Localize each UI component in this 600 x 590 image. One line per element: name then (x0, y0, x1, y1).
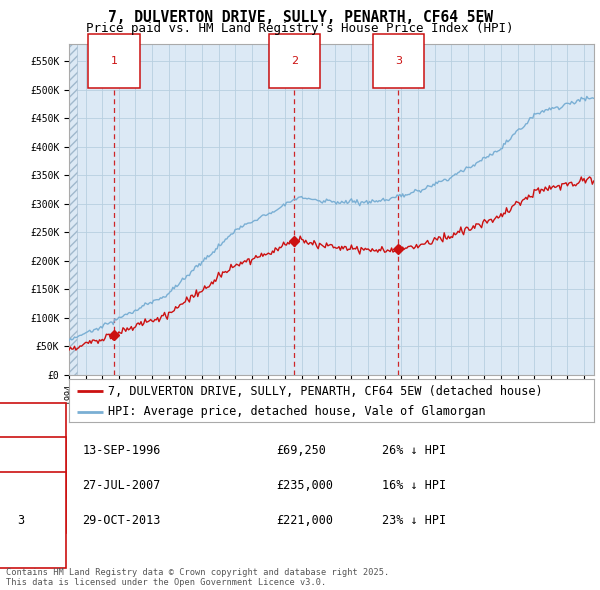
Text: 16% ↓ HPI: 16% ↓ HPI (382, 478, 446, 492)
Text: 1: 1 (110, 56, 118, 66)
Text: £221,000: £221,000 (277, 514, 334, 527)
Text: 7, DULVERTON DRIVE, SULLY, PENARTH, CF64 5EW (detached house): 7, DULVERTON DRIVE, SULLY, PENARTH, CF64… (109, 385, 543, 398)
Text: HPI: Average price, detached house, Vale of Glamorgan: HPI: Average price, detached house, Vale… (109, 405, 486, 418)
Text: 2: 2 (17, 478, 24, 492)
Text: 13-SEP-1996: 13-SEP-1996 (82, 444, 161, 457)
Text: 3: 3 (17, 514, 24, 527)
Bar (69, 44, 77, 375)
Text: 27-JUL-2007: 27-JUL-2007 (82, 478, 161, 492)
Text: £69,250: £69,250 (277, 444, 326, 457)
Text: 23% ↓ HPI: 23% ↓ HPI (382, 514, 446, 527)
Text: 7, DULVERTON DRIVE, SULLY, PENARTH, CF64 5EW: 7, DULVERTON DRIVE, SULLY, PENARTH, CF64… (107, 10, 493, 25)
Text: 29-OCT-2013: 29-OCT-2013 (82, 514, 161, 527)
Text: Contains HM Land Registry data © Crown copyright and database right 2025.
This d: Contains HM Land Registry data © Crown c… (6, 568, 389, 587)
Text: 1: 1 (17, 444, 24, 457)
Text: Price paid vs. HM Land Registry's House Price Index (HPI): Price paid vs. HM Land Registry's House … (86, 22, 514, 35)
Text: £235,000: £235,000 (277, 478, 334, 492)
Text: 3: 3 (395, 56, 402, 66)
Text: 26% ↓ HPI: 26% ↓ HPI (382, 444, 446, 457)
Text: 2: 2 (291, 56, 298, 66)
